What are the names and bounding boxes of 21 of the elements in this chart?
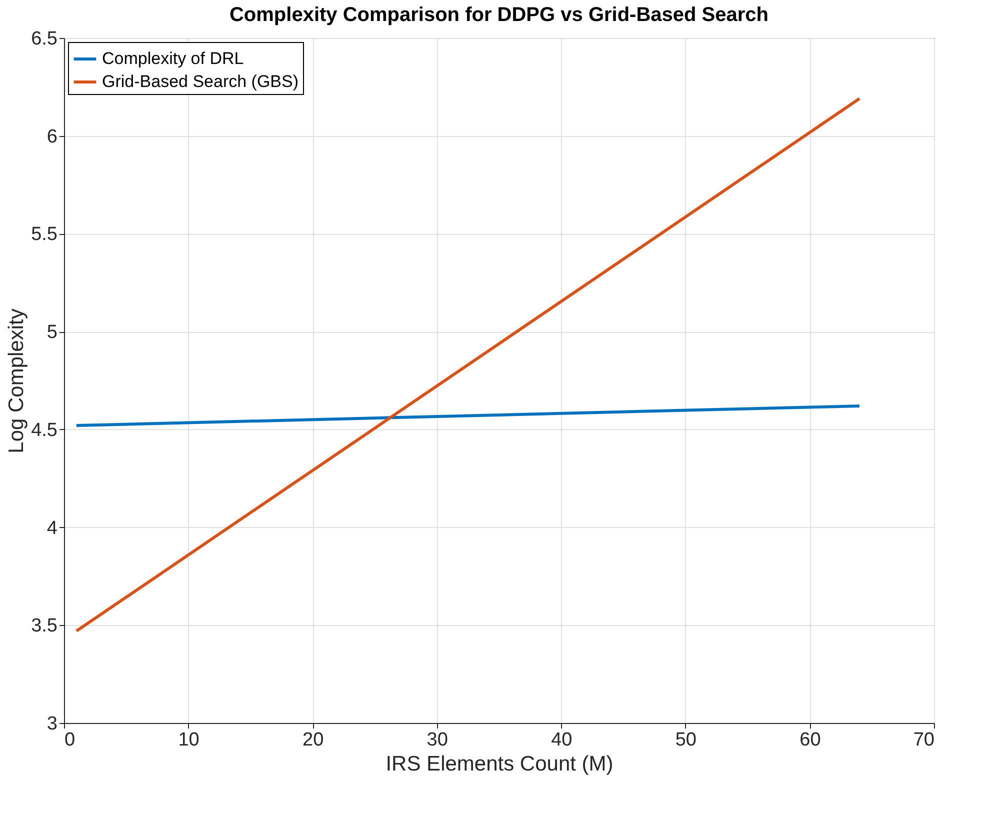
- y-tick-label: 4.5: [31, 420, 58, 441]
- x-tick-label: 20: [302, 730, 324, 750]
- legend-label: Complexity of DRL: [102, 49, 244, 68]
- x-axis-title: IRS Elements Count (M): [386, 752, 614, 776]
- x-tick-label: 0: [64, 730, 76, 750]
- y-tick-label: 6.5: [31, 28, 58, 50]
- y-tick-label: 5.5: [31, 224, 58, 246]
- legend-label: Grid-Based Search (GBS): [102, 72, 299, 91]
- x-tick-label: 30: [426, 730, 448, 750]
- y-tick-label: 6: [46, 126, 58, 148]
- y-tick-label: 4: [46, 518, 58, 539]
- x-tick-label: 70: [913, 730, 934, 750]
- chart-title: Complexity Comparison for DDPG vs Grid-Based Search: [229, 4, 769, 26]
- x-tick-label: 10: [178, 730, 200, 750]
- y-tick-label: 3.5: [31, 616, 58, 637]
- x-tick-label: 40: [551, 730, 572, 750]
- x-tick-label: 50: [675, 730, 696, 750]
- y-tick-label: 5: [46, 322, 58, 344]
- x-tick-label: 60: [800, 730, 821, 750]
- y-tick-label: 3: [46, 714, 58, 734]
- y-axis-title: Log Complexity: [5, 308, 28, 454]
